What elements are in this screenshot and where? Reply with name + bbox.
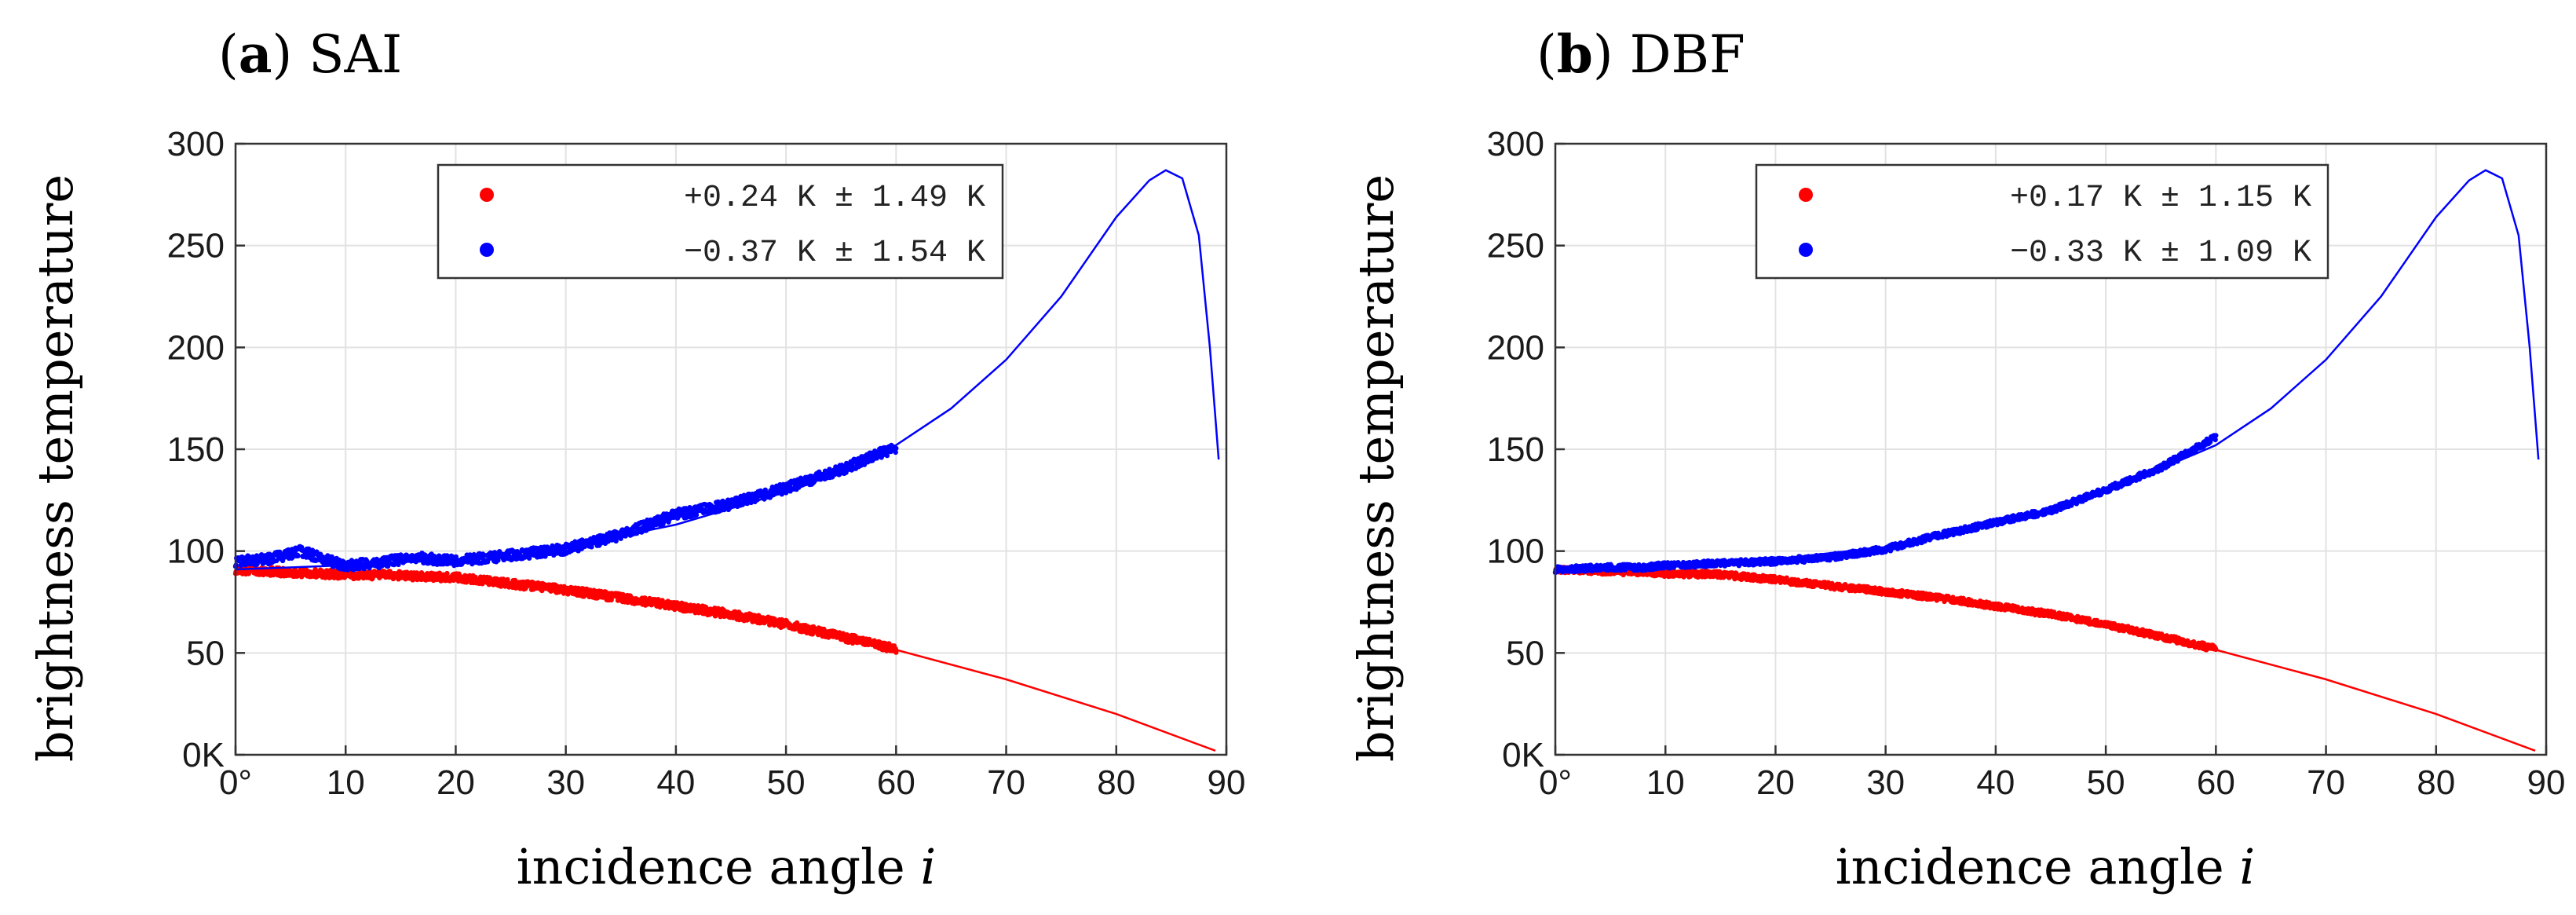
x-tick-label: 10 [327, 763, 365, 802]
panel-title: (a) SAI [218, 24, 402, 85]
x-tick-label: 60 [877, 763, 915, 802]
x-tick-label: 30 [546, 763, 585, 802]
panel-sai: (a) SAI brightness temperature incidence… [27, 24, 1245, 895]
data-point [2191, 639, 2197, 645]
x-axis-label: incidence angle i [517, 838, 936, 895]
series-red [1552, 564, 2536, 752]
axis-ticks: 0° 10 20 30 40 50 60 70 80 90 0K 50 100 150 200 250 300 [167, 125, 1246, 802]
x-tick-label: 20 [437, 763, 475, 802]
legend-marker-blue [480, 243, 494, 257]
y-tick-label: 300 [167, 125, 225, 163]
x-tick-label: 40 [656, 763, 695, 802]
data-point [680, 511, 686, 517]
data-point [893, 449, 898, 456]
plot-area [232, 169, 1220, 752]
data-point [539, 587, 545, 594]
legend-box [437, 163, 1004, 280]
legend-entry-blue: −0.37 K ± 1.54 K [684, 236, 985, 271]
y-tick-label: 250 [167, 227, 225, 265]
data-point [396, 562, 401, 567]
data-point [598, 540, 604, 546]
x-axis-label: incidence angle i [1836, 838, 2255, 895]
panel-dbf: (b) DBF brightness temperature incidence… [1347, 24, 2565, 895]
data-point [437, 553, 442, 558]
data-point [603, 589, 608, 595]
x-tick-label: 80 [1097, 763, 1135, 802]
data-point [884, 452, 890, 459]
data-point [274, 558, 280, 563]
data-point [893, 445, 899, 451]
y-tick-label: 200 [167, 328, 225, 367]
series-red [232, 563, 1216, 752]
data-point [886, 641, 892, 646]
y-axis-label: brightness temperature [27, 174, 84, 762]
data-point [808, 474, 814, 479]
y-tick-label: 100 [167, 533, 225, 571]
legend-entry-red: +0.24 K ± 1.49 K [684, 181, 985, 216]
data-point [647, 595, 652, 602]
x-tick-label: 50 [767, 763, 806, 802]
data-point [2213, 646, 2219, 652]
panel-title: (b) DBF [1536, 24, 1745, 85]
data-point [453, 554, 459, 560]
data-point [703, 606, 709, 611]
plot-area [1552, 169, 2540, 752]
x-tick-label: 90 [1208, 763, 1246, 802]
model-curve [235, 568, 1216, 752]
data-point [712, 613, 718, 619]
data-point [613, 538, 619, 544]
x-tick-label: 0° [219, 763, 252, 802]
data-point [893, 650, 899, 655]
data-point [295, 553, 301, 558]
y-tick-label: 150 [167, 430, 225, 469]
data-point [444, 570, 450, 576]
data-point [693, 512, 700, 518]
data-point [755, 497, 760, 503]
series-blue [232, 169, 1220, 573]
x-tick-label: 70 [987, 763, 1025, 802]
data-point [467, 552, 473, 558]
data-point [495, 558, 501, 563]
series-blue [1552, 169, 2540, 576]
legend-marker-red [480, 188, 494, 202]
legend: +0.24 K ± 1.49 K −0.37 K ± 1.54 K [437, 163, 1004, 280]
data-point [880, 452, 886, 458]
y-tick-label: 0K [182, 736, 225, 774]
model-curve [1555, 568, 2536, 752]
y-tick-label: 50 [186, 634, 225, 672]
y-axis-label: brightness temperature [1347, 174, 1405, 762]
